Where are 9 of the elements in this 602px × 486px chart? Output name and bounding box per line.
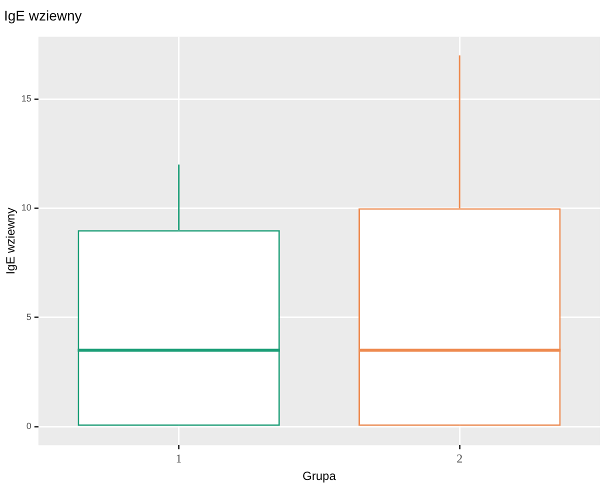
y-tick-label: 10 — [21, 202, 32, 213]
y-tick-label: 0 — [26, 421, 32, 432]
chart-title: IgE wziewny — [4, 7, 82, 24]
y-tick-label: 15 — [21, 94, 32, 104]
x-tick-label: 1 — [176, 452, 182, 466]
x-axis-title: Grupa — [302, 469, 336, 484]
y-tick-label: 5 — [26, 312, 32, 322]
y-axis-title: IgE wziewny — [4, 208, 18, 274]
x-tick-label: 2 — [456, 452, 463, 466]
